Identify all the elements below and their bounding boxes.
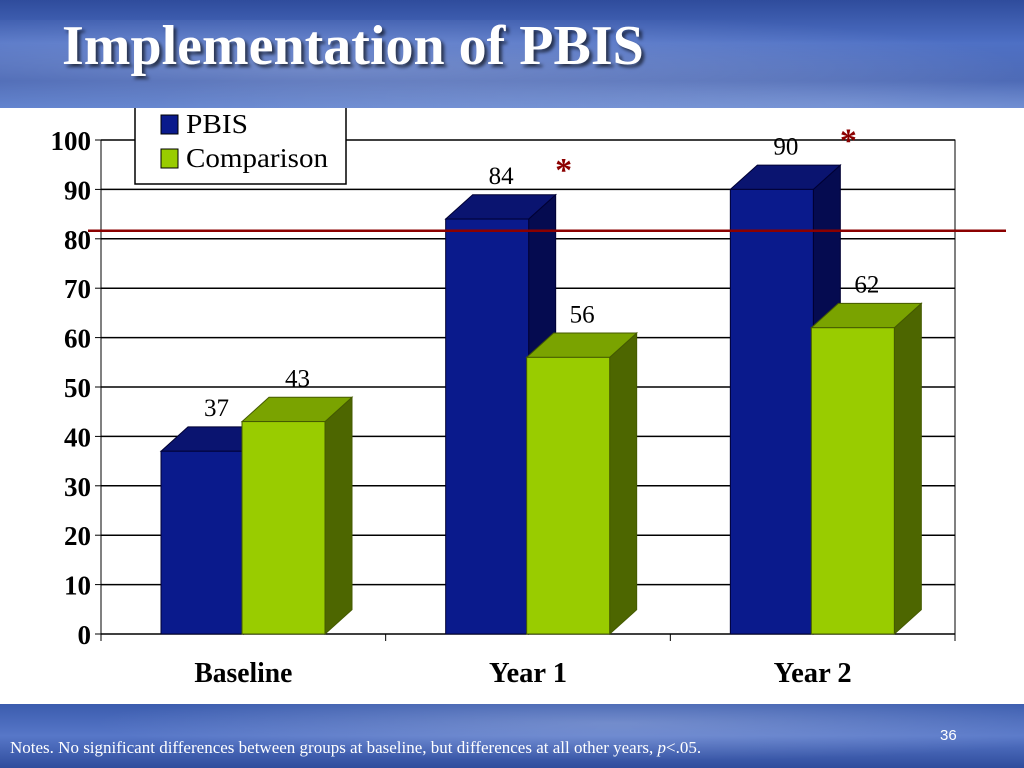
- pbis-bar: [445, 218, 530, 635]
- comparison-bar-side: [893, 302, 922, 636]
- comparison-bar-legend-swatch: [160, 148, 179, 169]
- comparison-bar-legend-label: Comparison: [186, 143, 329, 173]
- pbis-data-label: 37: [204, 395, 229, 422]
- pbis-bar: [729, 188, 814, 635]
- bar-chart: 0 10 20 30 40 50 60 70 80 90 100 Baseline Year 1 Year…: [51, 108, 1006, 689]
- y-tick-label: 50: [64, 373, 91, 403]
- slide-notes: Notes. No significant differences betwee…: [10, 738, 701, 758]
- comparison-data-label: 43: [285, 366, 310, 393]
- pbis-bar: [160, 450, 245, 635]
- pbis-bar-legend-label: PBIS: [186, 109, 248, 139]
- title-band: Implementation of PBIS: [0, 0, 1024, 108]
- y-tick-label: 30: [64, 472, 91, 502]
- comparison-bar-side: [609, 331, 638, 636]
- x-category-label: Year 2: [774, 658, 852, 689]
- y-tick-label: 0: [78, 620, 92, 650]
- y-tick-label: 80: [64, 225, 91, 255]
- y-tick-label: 40: [64, 422, 91, 452]
- slide-title: Implementation of PBIS: [62, 15, 644, 77]
- pbis-bar-legend-swatch: [160, 114, 179, 135]
- significance-marker: *: [840, 122, 857, 159]
- y-tick-label: 90: [64, 175, 91, 205]
- pbis-data-label: 84: [489, 163, 515, 190]
- x-category-label: Baseline: [194, 658, 292, 689]
- y-tick-label: 20: [64, 521, 91, 551]
- significance-marker: *: [555, 152, 572, 189]
- comparison-bar: [241, 421, 326, 635]
- comparison-bar: [810, 327, 895, 635]
- y-tick-label: 10: [64, 571, 91, 601]
- comparison-bar: [526, 356, 611, 635]
- comparison-data-label: 56: [570, 301, 595, 328]
- notes-p: p: [657, 738, 667, 757]
- pbis-data-label: 90: [773, 133, 798, 160]
- x-category-label: Year 1: [489, 658, 567, 689]
- comparison-data-label: 62: [854, 272, 879, 299]
- notes-suffix: <.05.: [666, 738, 702, 757]
- y-tick-label: 100: [51, 126, 92, 156]
- notes-prefix: Notes. No significant differences betwee…: [10, 738, 658, 757]
- comparison-bar-side: [324, 396, 353, 636]
- slide-number: 36: [940, 727, 957, 744]
- y-tick-label: 70: [64, 274, 91, 304]
- footer-band: [0, 704, 1024, 768]
- y-tick-label: 60: [64, 324, 91, 354]
